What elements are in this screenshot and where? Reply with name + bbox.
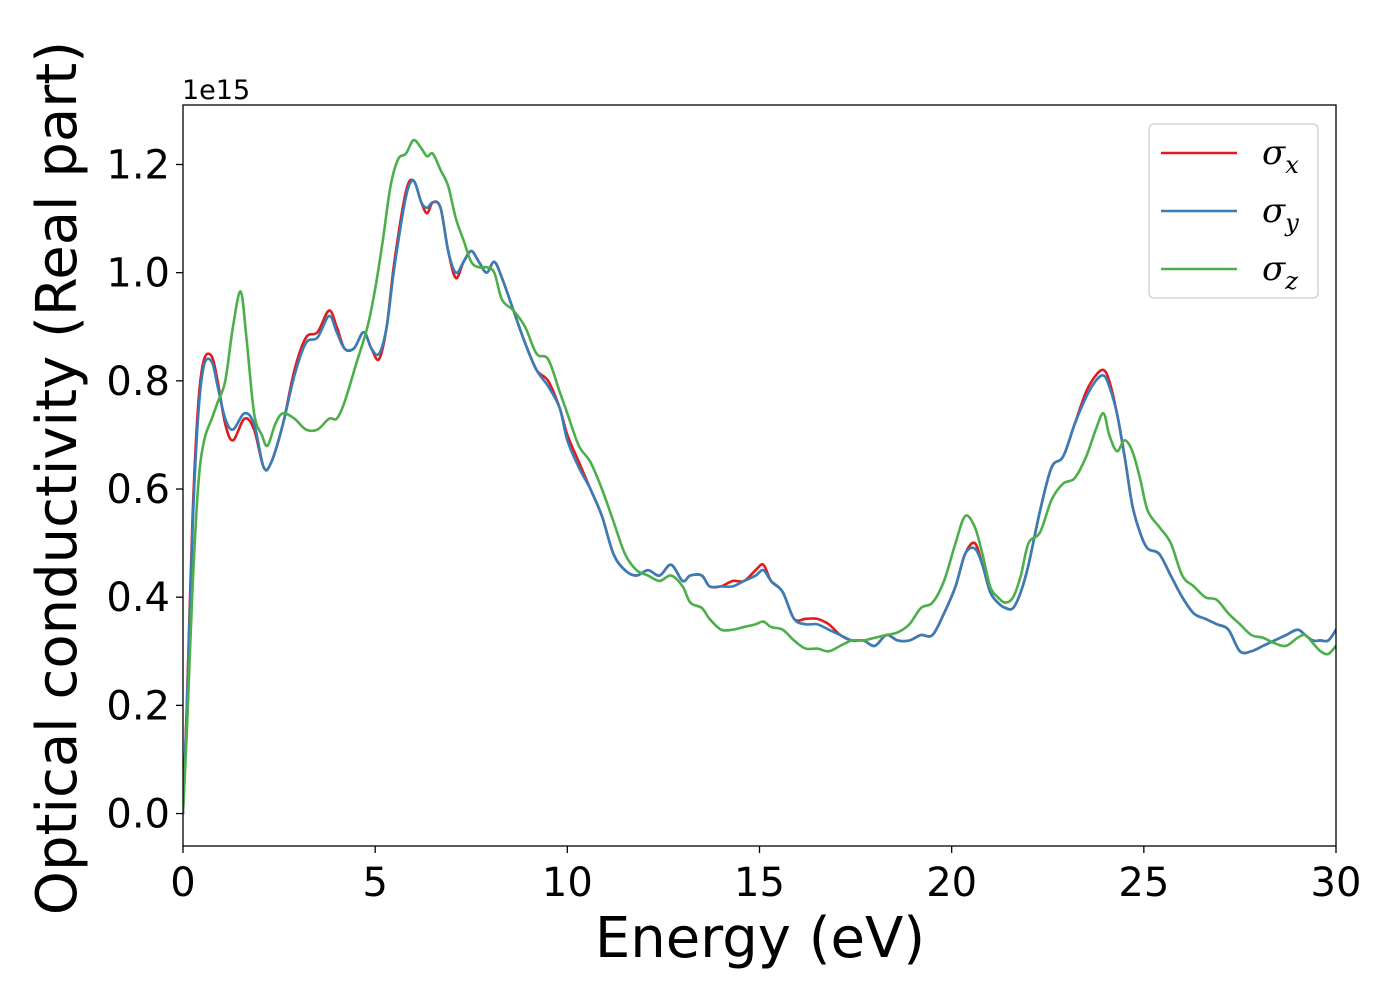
legend-label-y: σy <box>1262 191 1299 237</box>
y-tick-label: 1.0 <box>106 251 170 297</box>
x-tick-label: 30 <box>1311 860 1362 906</box>
legend-label-x: σx <box>1262 133 1299 179</box>
y-axis: 0.0 0.2 0.4 0.6 0.8 1.0 1.2 <box>106 142 183 838</box>
x-tick-label: 0 <box>170 860 195 906</box>
legend-label-base: σ <box>1262 133 1286 173</box>
x-tick-label: 20 <box>926 860 977 906</box>
series-line-y <box>183 179 1336 815</box>
y-axis-offset-text: 1e15 <box>182 75 250 106</box>
legend-label-base: σ <box>1262 249 1286 289</box>
y-tick-label: 1.2 <box>106 142 170 188</box>
x-tick-label: 25 <box>1118 860 1169 906</box>
legend-label-subscript: y <box>1284 209 1299 237</box>
legend-label-z: σz <box>1262 249 1298 295</box>
y-axis-title: Optical conductivity (Real part) <box>25 41 90 915</box>
series-lines <box>183 138 1336 815</box>
y-tick-label: 0.2 <box>106 683 170 729</box>
legend-label-base: σ <box>1262 191 1286 231</box>
x-axis-title: Energy (eV) <box>595 906 925 971</box>
y-tick-label: 0.6 <box>106 467 170 513</box>
x-tick-label: 5 <box>362 860 387 906</box>
x-tick-label: 15 <box>734 860 785 906</box>
legend-label-subscript: x <box>1285 151 1299 179</box>
y-tick-label: 0.8 <box>106 359 170 405</box>
x-axis: 0 5 10 15 20 25 30 <box>170 846 1361 906</box>
legend-label-subscript: z <box>1284 267 1298 295</box>
y-tick-label: 0.4 <box>106 575 170 621</box>
y-tick-label: 0.0 <box>106 792 170 838</box>
series-line-z <box>183 138 1336 815</box>
x-tick-label: 10 <box>542 860 593 906</box>
